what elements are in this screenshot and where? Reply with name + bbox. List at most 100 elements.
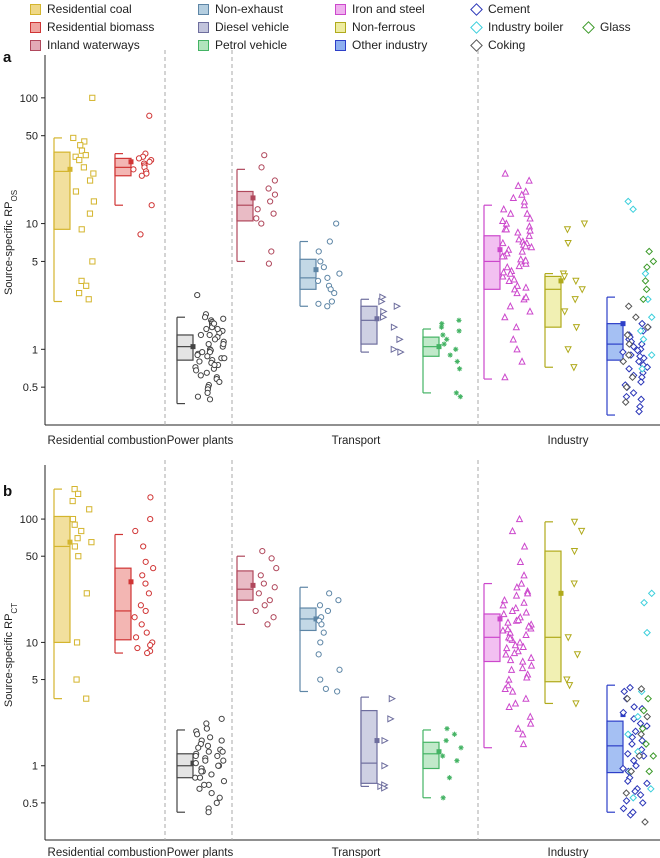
point-glass [639, 295, 648, 304]
point-coking [622, 789, 631, 797]
point-cement [621, 381, 630, 389]
point-iron-and-steel [513, 281, 522, 289]
point-power-plants [193, 731, 201, 738]
point-iron-and-steel [499, 268, 508, 276]
point-non-exhaust [331, 289, 338, 297]
point-industry-boiler [641, 269, 650, 278]
point-diesel-vehicle [388, 694, 397, 703]
legend-swatch-icon [582, 20, 595, 34]
point-industry-boiler [626, 767, 635, 776]
point-non-exhaust [326, 238, 333, 245]
point-power-plants [205, 781, 212, 788]
mean-other-industry [620, 712, 626, 718]
point-coking [628, 373, 637, 382]
point-cement [626, 683, 634, 692]
point-non-exhaust [317, 258, 324, 265]
point-power-plants [209, 357, 216, 364]
point-glass [645, 247, 653, 256]
box-non-exhaust [299, 258, 317, 290]
point-cement [644, 323, 652, 331]
point-iron-and-steel [512, 322, 521, 331]
point-residential-biomass [138, 172, 145, 179]
group-label: Industry [548, 435, 589, 447]
legend-swatch-icon [335, 21, 346, 33]
point-coking [627, 767, 636, 776]
point-iron-and-steel [511, 699, 520, 707]
point-inland-waterways [260, 580, 267, 587]
box-non-ferrous [544, 550, 562, 683]
point-cement [629, 756, 638, 765]
point-residential-biomass [137, 602, 144, 609]
legend-label: Coking [488, 38, 526, 52]
point-iron-and-steel [519, 730, 527, 738]
point-power-plants [214, 334, 221, 341]
point-cement [619, 348, 627, 356]
point-inland-waterways [258, 164, 265, 171]
point-power-plants [218, 355, 225, 362]
point-coking [624, 351, 633, 359]
point-power-plants [196, 774, 204, 781]
point-diesel-vehicle [380, 307, 388, 316]
point-iron-and-steel [499, 272, 507, 280]
box-iron-and-steel [483, 235, 501, 290]
point-iron-and-steel [521, 256, 530, 264]
point-non-exhaust [335, 597, 342, 604]
point-non-ferrous [570, 580, 578, 588]
point-inland-waterways [253, 215, 260, 222]
legend-item-industry-boiler: Industry boiler [470, 20, 563, 34]
point-residential-coal [76, 156, 83, 164]
point-residential-biomass [147, 494, 154, 501]
point-residential-coal [78, 277, 85, 284]
point-iron-and-steel [522, 694, 530, 702]
point-residential-biomass [147, 515, 154, 523]
point-residential-coal [86, 506, 93, 513]
box-inland-waterways [236, 570, 254, 601]
mean-non-exhaust [313, 267, 319, 273]
point-diesel-vehicle [390, 345, 398, 354]
box-power-plants [176, 753, 194, 779]
point-coking [625, 340, 634, 348]
legend-item-glass: Glass [582, 20, 631, 34]
point-residential-biomass [134, 644, 141, 652]
legend-swatch-icon [198, 3, 209, 15]
point-non-ferrous [571, 296, 579, 304]
point-power-plants [204, 389, 211, 397]
point-power-plants [208, 790, 215, 797]
point-residential-coal [89, 258, 96, 265]
point-industry-boiler [624, 197, 633, 206]
point-iron-and-steel [514, 228, 522, 236]
y-axis-label-subscript: OS [10, 190, 19, 202]
point-petrol-vehicle [438, 324, 445, 330]
point-residential-coal [75, 490, 82, 498]
point-iron-and-steel [503, 262, 511, 271]
point-cement [638, 799, 647, 807]
point-cement [627, 337, 636, 346]
point-non-ferrous [564, 239, 572, 248]
point-non-ferrous [572, 700, 580, 708]
point-iron-and-steel [519, 739, 528, 748]
point-power-plants [206, 396, 214, 403]
point-cement [636, 719, 645, 728]
point-residential-coal [75, 289, 83, 297]
point-residential-coal [71, 543, 78, 550]
mean-other-industry [620, 321, 626, 327]
point-inland-waterways [258, 220, 265, 227]
point-inland-waterways [254, 206, 261, 213]
point-coking [619, 357, 628, 366]
point-diesel-vehicle [387, 715, 395, 723]
point-iron-and-steel [507, 266, 516, 275]
point-power-plants [193, 367, 200, 374]
point-iron-and-steel [520, 295, 528, 303]
point-iron-and-steel [501, 684, 509, 692]
point-inland-waterways [257, 572, 264, 579]
point-iron-and-steel [516, 638, 524, 646]
point-glass [642, 285, 651, 294]
point-power-plants [218, 737, 225, 744]
point-power-plants [214, 361, 222, 369]
legend-label: Other industry [352, 38, 428, 52]
point-power-plants [213, 799, 220, 806]
mean-iron-and-steel [497, 247, 503, 253]
point-power-plants [214, 325, 221, 333]
mean-non-ferrous [558, 278, 564, 284]
point-non-exhaust [320, 629, 327, 636]
